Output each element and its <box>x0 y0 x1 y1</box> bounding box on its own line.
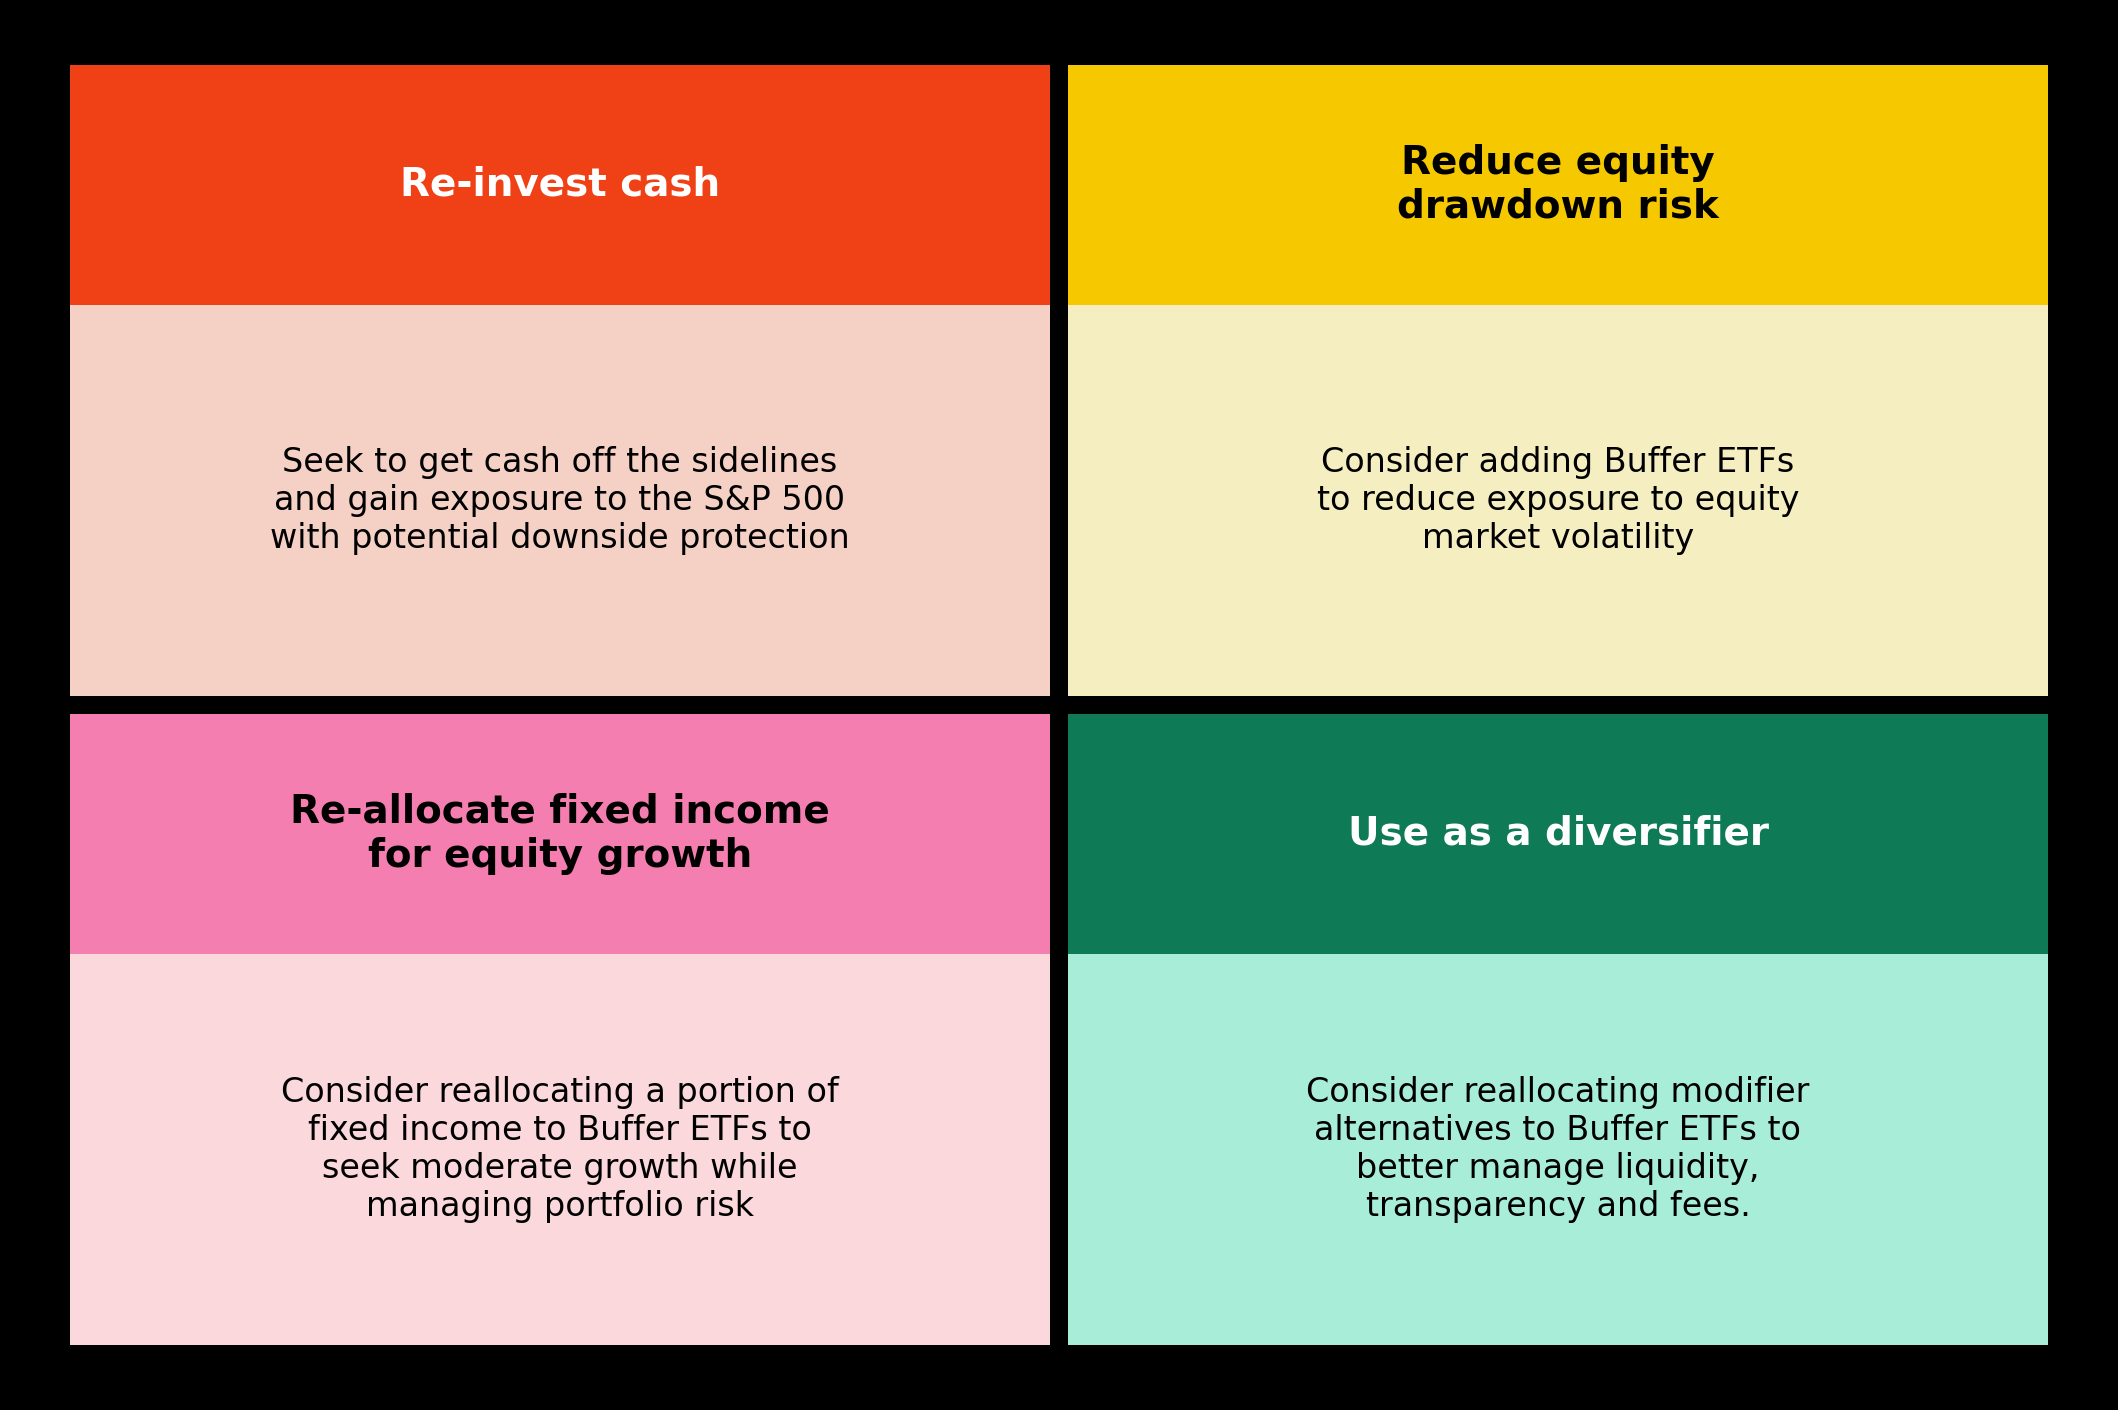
FancyBboxPatch shape <box>1067 713 2048 953</box>
FancyBboxPatch shape <box>70 65 1051 305</box>
FancyBboxPatch shape <box>70 305 1051 697</box>
Text: Re-invest cash: Re-invest cash <box>400 166 720 204</box>
Text: Consider reallocating modifier
alternatives to Buffer ETFs to
better manage liqu: Consider reallocating modifier alternati… <box>1307 1076 1809 1224</box>
Text: Consider reallocating a portion of
fixed income to Buffer ETFs to
seek moderate : Consider reallocating a portion of fixed… <box>282 1076 839 1224</box>
FancyBboxPatch shape <box>70 953 1051 1345</box>
Text: Reduce equity
drawdown risk: Reduce equity drawdown risk <box>1398 144 1720 226</box>
Text: Consider adding Buffer ETFs
to reduce exposure to equity
market volatility: Consider adding Buffer ETFs to reduce ex… <box>1317 446 1800 556</box>
FancyBboxPatch shape <box>1067 65 2048 305</box>
Text: Seek to get cash off the sidelines
and gain exposure to the S&P 500
with potenti: Seek to get cash off the sidelines and g… <box>271 446 849 556</box>
Text: Re-allocate fixed income
for equity growth: Re-allocate fixed income for equity grow… <box>290 792 830 874</box>
FancyBboxPatch shape <box>1067 305 2048 697</box>
Text: Use as a diversifier: Use as a diversifier <box>1347 815 1769 853</box>
FancyBboxPatch shape <box>70 713 1051 953</box>
FancyBboxPatch shape <box>1067 953 2048 1345</box>
